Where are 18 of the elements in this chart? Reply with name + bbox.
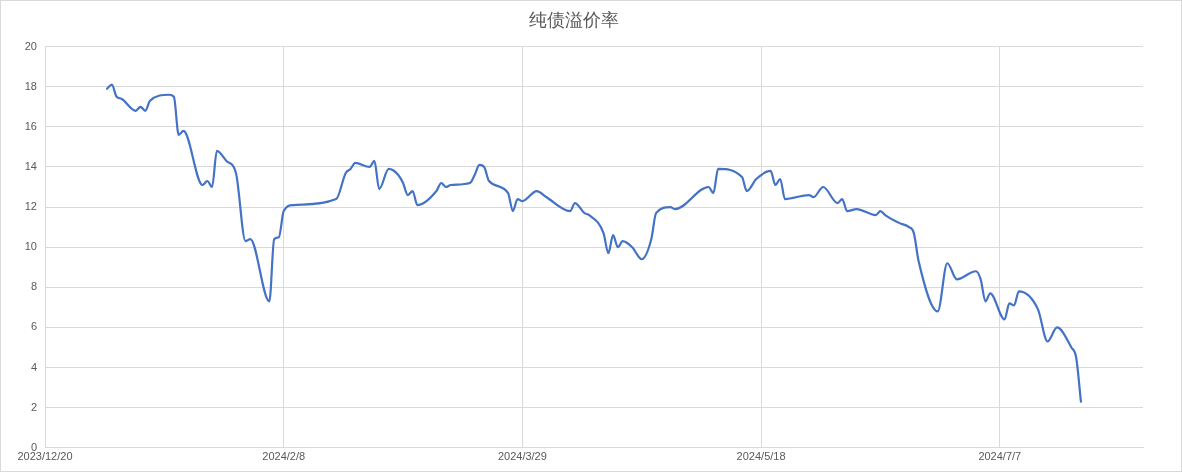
- y-tick-label: 6: [30, 320, 37, 333]
- y-tick-label: 20: [24, 39, 37, 52]
- y-tick-label: 10: [24, 240, 37, 253]
- y-tick-label: 12: [24, 200, 37, 213]
- y-tick-label: 18: [24, 79, 37, 92]
- x-tick-label: 2023/12/20: [17, 450, 73, 463]
- line-series: [105, 83, 1083, 403]
- x-tick-label: 2024/3/29: [497, 450, 547, 463]
- y-tick-label: 2: [30, 400, 37, 413]
- x-tick-label: 2024/2/8: [262, 450, 306, 463]
- y-tick-label: 16: [24, 119, 37, 132]
- y-tick-label: 4: [30, 360, 37, 373]
- y-tick-label: 0: [30, 440, 37, 453]
- x-tick-label: 2024/7/7: [978, 450, 1022, 463]
- y-tick-label: 8: [30, 280, 37, 293]
- x-tick-label: 2024/5/18: [736, 450, 786, 463]
- y-tick-label: 14: [24, 159, 37, 172]
- chart-title: 纯债溢价率: [529, 9, 619, 31]
